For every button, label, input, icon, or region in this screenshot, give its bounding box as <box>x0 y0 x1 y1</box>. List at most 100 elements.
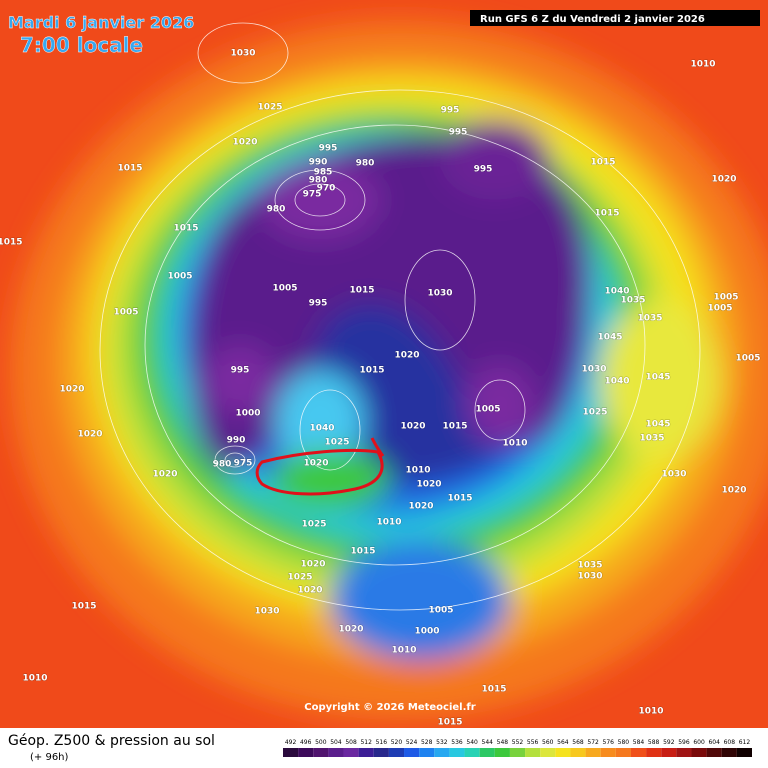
scale-swatch <box>691 748 707 757</box>
run-box <box>470 10 760 26</box>
isobar-label: 1045 <box>645 373 670 383</box>
color-scale: 492 496 500 504 508 512 516 520 524 528 532 536 540 5… <box>283 739 752 757</box>
scale-swatch <box>434 748 450 757</box>
scale-swatch <box>570 748 586 757</box>
isobar-label: 1035 <box>639 434 664 444</box>
isobar-label: 1010 <box>502 439 527 449</box>
scale-swatch <box>661 748 677 757</box>
isobar-label: 1010 <box>638 707 663 717</box>
copyright: Copyright © 2026 Meteociel.fr <box>304 702 475 713</box>
isobar-label: 995 <box>441 106 460 116</box>
isobar-label: 1020 <box>408 502 433 512</box>
forecast-hour: (+ 96h) <box>30 752 69 763</box>
isobar-label: 1020 <box>721 486 746 496</box>
scale-swatch <box>525 748 541 757</box>
isobar-label: 1015 <box>359 366 384 376</box>
isobar-label: 1005 <box>272 284 297 294</box>
isobar-label: 1025 <box>582 408 607 418</box>
scale-swatch <box>676 748 692 757</box>
scale-label: 496 <box>300 739 312 746</box>
isobar-label: 990 <box>309 158 328 168</box>
scale-swatch <box>358 748 374 757</box>
isobar-label: 1030 <box>661 470 686 480</box>
scale-swatch <box>736 748 752 757</box>
scale-label: 588 <box>648 739 660 746</box>
isobar-label: 1020 <box>394 351 419 361</box>
isobar-label: 1010 <box>690 60 715 70</box>
scale-label: 604 <box>708 739 720 746</box>
scale-swatch <box>283 748 299 757</box>
isobar-label: 1005 <box>713 293 738 303</box>
scale-label: 548 <box>497 739 509 746</box>
isobar-label: 1010 <box>391 646 416 656</box>
scale-label: 572 <box>587 739 599 746</box>
date-label: Mardi 6 janvier 2026 <box>8 13 194 32</box>
scale-label: 524 <box>406 739 418 746</box>
isobar-label: 1020 <box>400 422 425 432</box>
isobar-label: 985 <box>314 168 333 178</box>
scale-label: 560 <box>542 739 554 746</box>
isobar-label: 1005 <box>475 405 500 415</box>
scale-swatch <box>419 748 435 757</box>
scale-label: 504 <box>330 739 342 746</box>
scale-swatch <box>313 748 329 757</box>
scale-label: 608 <box>724 739 736 746</box>
isobar-label: 1030 <box>581 365 606 375</box>
isobar-label: 1015 <box>117 164 142 174</box>
isobar-label: 980 <box>267 205 286 215</box>
scale-swatch <box>404 748 420 757</box>
isobar-label: 970 <box>317 184 336 194</box>
map: 1030 1010 1025 995 995 1020 995 990 980 985 980 970… <box>0 0 768 728</box>
isobar-label: 975 <box>303 190 322 200</box>
scale-label: 544 <box>482 739 494 746</box>
isobar-label: 995 <box>449 128 468 138</box>
isobar-label: 1020 <box>152 470 177 480</box>
scale-swatch <box>600 748 616 757</box>
isobar-label: 1020 <box>59 385 84 395</box>
isobar-label: 975 <box>234 459 253 469</box>
isobar-label: 980 <box>356 159 375 169</box>
scale-label: 516 <box>376 739 388 746</box>
isobar-label: 1015 <box>349 286 374 296</box>
scale-swatch <box>373 748 389 757</box>
isobar-label: 995 <box>309 299 328 309</box>
isobar-label: 1005 <box>167 272 192 282</box>
isobar-label: 1020 <box>232 138 257 148</box>
isobar-label: 1030 <box>427 289 452 299</box>
isobar-label: 1035 <box>620 296 645 306</box>
isobar-label: 1015 <box>594 209 619 219</box>
scale-swatch <box>388 748 405 757</box>
scale-swatch <box>585 748 601 757</box>
scale-label: 564 <box>557 739 569 746</box>
isobar-label: 1020 <box>297 586 322 596</box>
isobar-label: 1020 <box>711 175 736 185</box>
isobar-label: 995 <box>231 366 250 376</box>
isobar-label: 1010 <box>405 466 430 476</box>
isobar-label: 1015 <box>173 224 198 234</box>
scale-swatch <box>706 748 722 757</box>
isobar-label: 1020 <box>303 459 328 469</box>
isobar-label: 1035 <box>577 561 602 571</box>
scale-label: 492 <box>285 739 297 746</box>
isobar-label: 995 <box>319 144 338 154</box>
scale-swatch <box>540 748 556 757</box>
isobar-label: 1025 <box>324 438 349 448</box>
isobar-label: 1015 <box>442 422 467 432</box>
scale-label: 596 <box>678 739 690 746</box>
isobar-label: 1045 <box>645 420 670 430</box>
scale-swatch <box>646 748 662 757</box>
isobar-label: 980 <box>213 460 232 470</box>
isobar-label: 1020 <box>300 560 325 570</box>
scale-swatch <box>494 748 510 757</box>
isobar-label: 1035 <box>637 314 662 324</box>
scale-label: 584 <box>633 739 645 746</box>
isobar-label: 1010 <box>376 518 401 528</box>
isobar-labels: 1030 1010 1025 995 995 1020 995 990 980 985 980 970… <box>0 48 761 728</box>
isobar-label: 1005 <box>428 606 453 616</box>
scale-swatch <box>343 748 359 757</box>
scale-label: 528 <box>421 739 433 746</box>
isobar-label: 1015 <box>71 602 96 612</box>
scale-swatch <box>464 748 480 757</box>
scale-swatch <box>615 748 631 757</box>
